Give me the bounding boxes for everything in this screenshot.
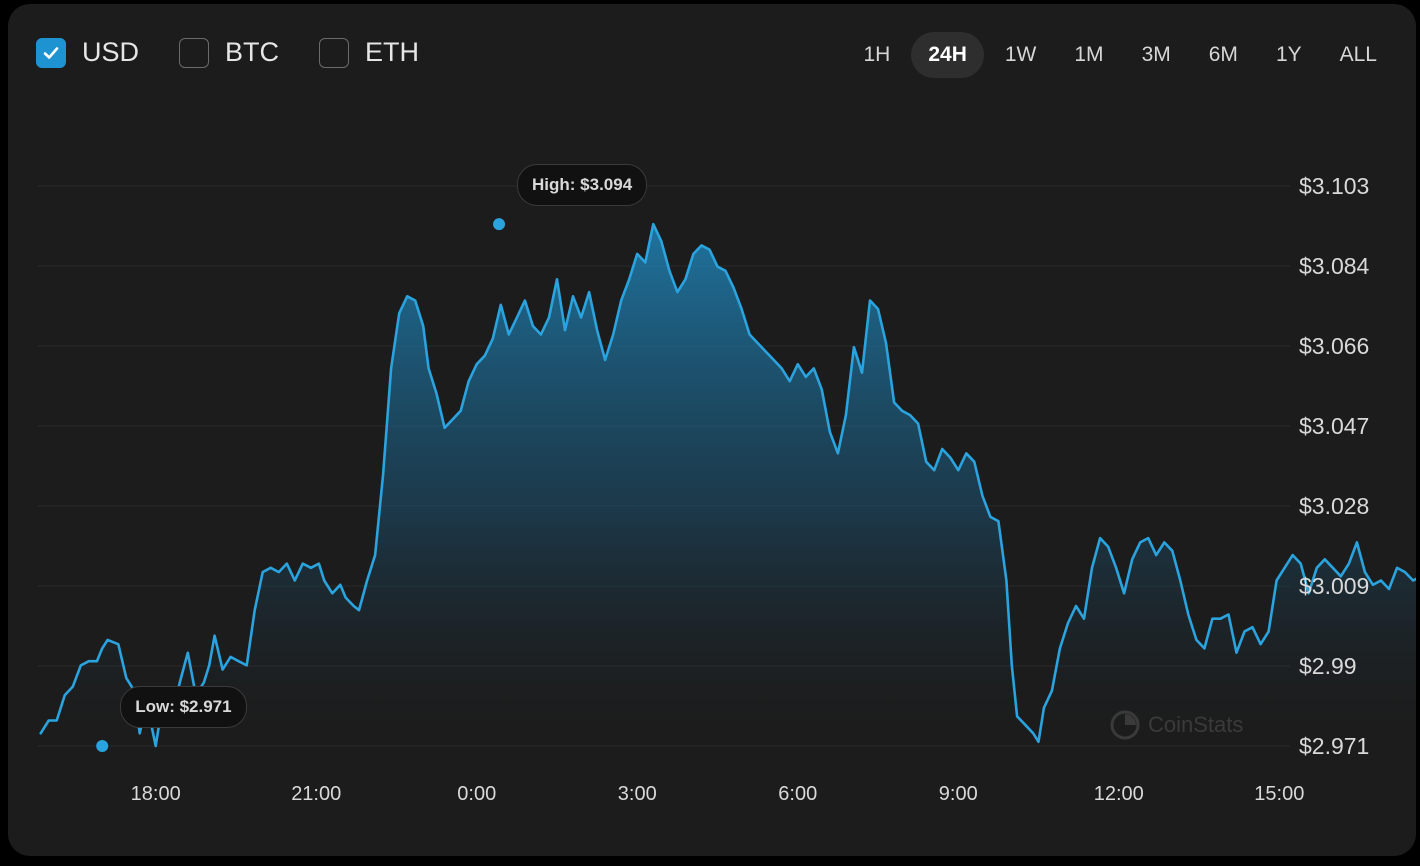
currency-toggle-usd[interactable]: USD bbox=[36, 37, 139, 68]
range-tab-1h[interactable]: 1H bbox=[863, 43, 891, 66]
x-tick-label: 15:00 bbox=[1254, 783, 1304, 805]
currency-toggle-group: USD BTC ETH bbox=[36, 37, 459, 68]
watermark: CoinStats bbox=[1110, 710, 1243, 740]
checkmark-icon bbox=[43, 46, 59, 59]
low-point-marker bbox=[96, 740, 109, 752]
y-tick-label: $2.971 bbox=[1299, 733, 1369, 759]
high-point-marker bbox=[493, 218, 506, 231]
y-tick-label: $3.009 bbox=[1299, 573, 1369, 599]
x-axis-labels: 18:00 21:00 0:00 3:00 6:00 9:00 12:00 15:00 bbox=[131, 783, 1305, 805]
x-tick-label: 3:00 bbox=[618, 783, 657, 805]
range-tab-1m[interactable]: 1M bbox=[1074, 43, 1104, 66]
x-tick-label: 12:00 bbox=[1094, 783, 1144, 805]
currency-label-usd: USD bbox=[82, 37, 140, 67]
y-tick-label: $3.084 bbox=[1299, 253, 1370, 279]
range-tab-1w[interactable]: 1W bbox=[1004, 43, 1037, 66]
y-tick-label: $3.028 bbox=[1299, 493, 1369, 519]
x-tick-label: 9:00 bbox=[939, 783, 978, 805]
extreme-markers bbox=[96, 218, 506, 752]
currency-label-eth: ETH bbox=[365, 37, 420, 67]
range-tab-6m[interactable]: 6M bbox=[1208, 43, 1238, 66]
y-axis-labels: $3.103 $3.084 $3.066 $3.047 $3.028 $3.009 $2.9… bbox=[1299, 173, 1370, 759]
y-tick-label: $2.99 bbox=[1299, 653, 1357, 679]
y-tick-label: $3.066 bbox=[1299, 333, 1369, 359]
x-tick-label: 6:00 bbox=[778, 783, 817, 805]
checkbox-btc[interactable] bbox=[179, 37, 210, 68]
y-tick-label: $3.103 bbox=[1299, 173, 1369, 199]
coinstats-logo-icon bbox=[1110, 710, 1140, 740]
y-tick-label: $3.047 bbox=[1299, 413, 1369, 439]
low-price-tooltip: Low: $2.971 bbox=[120, 686, 247, 728]
price-area bbox=[40, 224, 1416, 746]
checkbox-usd[interactable] bbox=[36, 37, 66, 68]
x-tick-label: 0:00 bbox=[457, 783, 496, 805]
x-tick-label: 21:00 bbox=[291, 783, 341, 805]
range-tab-3m[interactable]: 3M bbox=[1141, 43, 1171, 66]
watermark-text: CoinStats bbox=[1148, 712, 1244, 737]
high-price-tooltip: High: $3.094 bbox=[517, 164, 648, 206]
currency-toggle-btc[interactable]: BTC bbox=[179, 37, 279, 68]
price-line bbox=[39, 222, 1416, 748]
checkbox-eth[interactable] bbox=[319, 37, 350, 68]
x-tick-label: 18:00 bbox=[131, 783, 181, 805]
range-tab-1y[interactable]: 1Y bbox=[1275, 43, 1302, 66]
currency-label-btc: BTC bbox=[225, 37, 280, 67]
time-range-tabs: 1H 24H 1W 1M 3M 6M 1Y ALL bbox=[842, 32, 1394, 78]
range-tab-all[interactable]: ALL bbox=[1339, 43, 1377, 66]
price-chart[interactable]: $3.103 $3.084 $3.066 $3.047 $3.028 $3.009 $2.9… bbox=[8, 4, 1416, 856]
price-chart-card: USD BTC ETH 1H 24H 1W 1M 3M 6M 1Y ALL bbox=[8, 4, 1416, 856]
range-tab-24h[interactable]: 24H bbox=[911, 32, 984, 78]
currency-toggle-eth[interactable]: ETH bbox=[319, 37, 419, 68]
